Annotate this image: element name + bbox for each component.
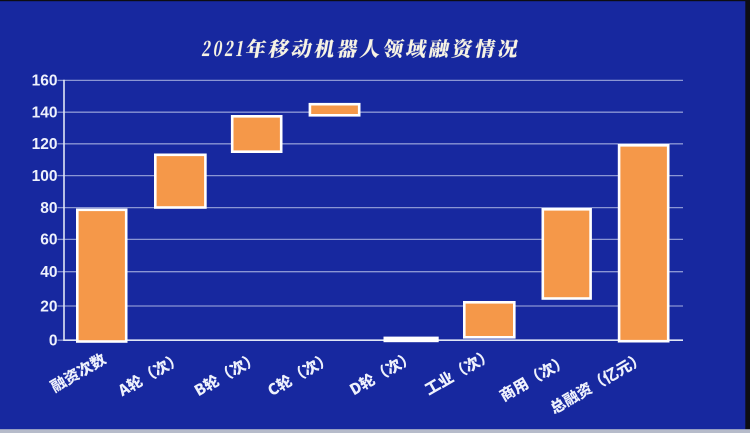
svg-text:60: 60: [40, 232, 57, 249]
svg-text:140: 140: [32, 105, 58, 122]
svg-text:100: 100: [32, 168, 58, 185]
svg-text:80: 80: [40, 200, 57, 217]
svg-text:160: 160: [32, 73, 58, 90]
svg-text:40: 40: [40, 264, 57, 281]
svg-text:120: 120: [32, 136, 58, 153]
svg-text:20: 20: [40, 298, 57, 315]
svg-text:0: 0: [49, 333, 58, 350]
